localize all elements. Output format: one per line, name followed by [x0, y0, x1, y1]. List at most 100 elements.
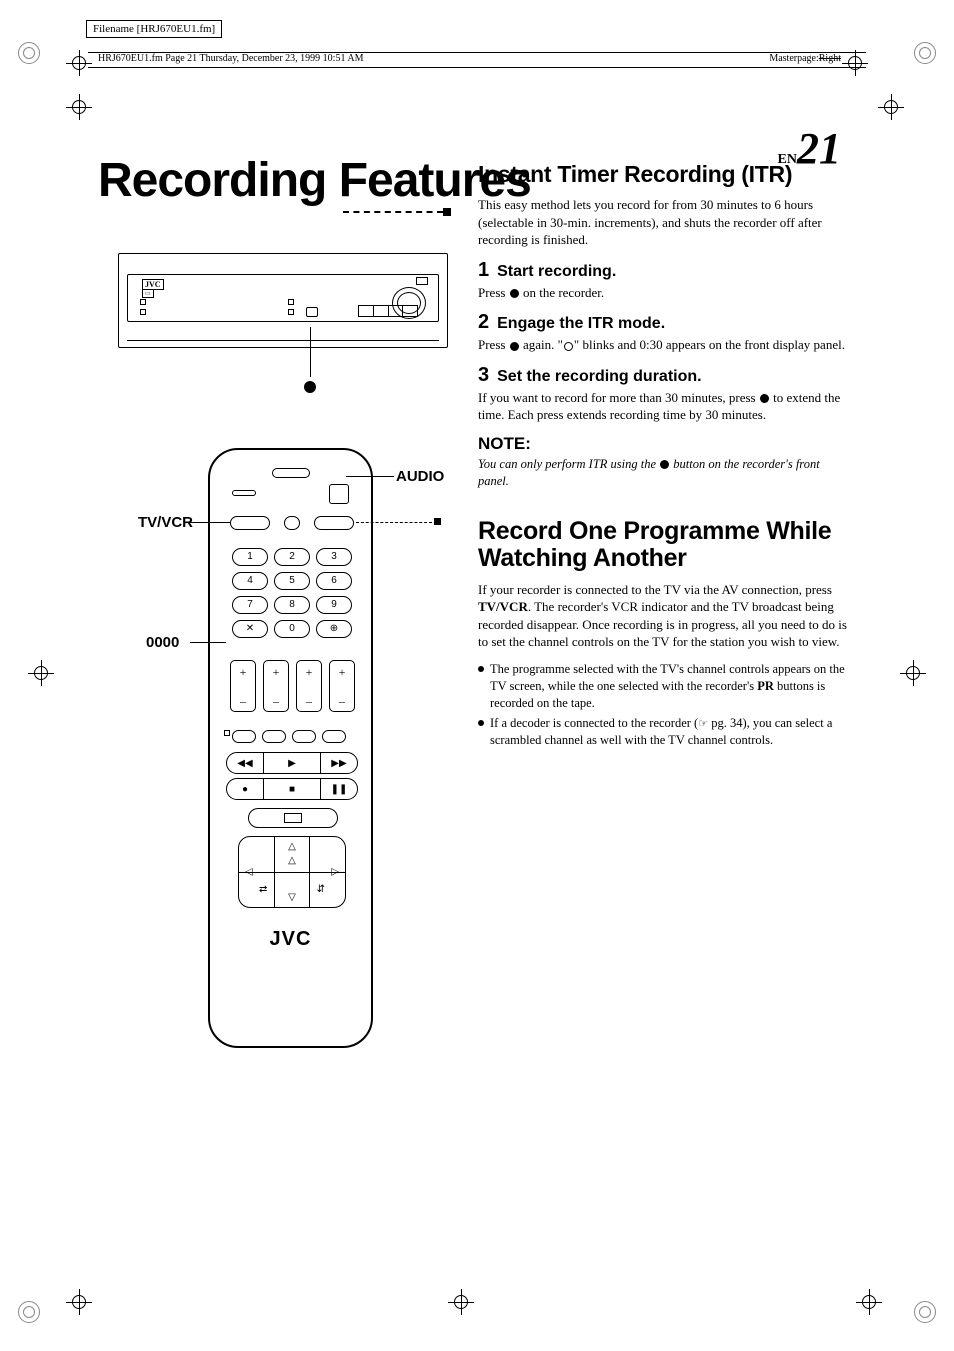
remote-dpad: △ △ ▽ ◁ ▷ ⇄ ⇵	[238, 836, 346, 908]
title-leader-line	[343, 211, 443, 213]
blink-circle-icon	[564, 342, 573, 351]
vcr-button-group	[358, 305, 418, 317]
crop-corner	[914, 1301, 936, 1323]
main-title: Recording Features	[98, 153, 531, 208]
itr-heading: Instant Timer Recording (ITR)	[478, 161, 853, 188]
vcr-diagram: JVC ▭	[118, 253, 448, 348]
numpad-5: 5	[274, 572, 310, 590]
dpad-icon: ⇵	[317, 884, 325, 895]
ffwd-button: ▶▶	[320, 752, 358, 774]
record-dot-icon	[760, 394, 769, 403]
registration-mark	[448, 1289, 474, 1315]
note-body: You can only perform ITR using the butto…	[478, 456, 853, 490]
vcr-port	[306, 307, 318, 317]
record-dot-icon	[510, 289, 519, 298]
remote-outline: 1 2 3 4 5 6 7 8 9 ✕	[208, 448, 373, 1048]
bullet-item: If a decoder is connected to the recorde…	[478, 715, 853, 749]
record-one-heading: Record One Programme While Watching Anot…	[478, 518, 853, 573]
tvvcr-callout: TV/VCR	[138, 514, 193, 531]
color-button	[322, 730, 346, 743]
record-button-callout-icon	[304, 381, 316, 393]
vcr-model-badge: ▭	[142, 289, 154, 298]
vcr-indicator	[288, 299, 294, 305]
remote-indicator-panel	[329, 484, 349, 504]
numpad-7: 7	[232, 596, 268, 614]
header-right: Masterpage:Right	[769, 53, 841, 64]
registration-mark	[28, 660, 54, 686]
color-button	[292, 730, 316, 743]
remote-color-row	[232, 730, 346, 743]
note-heading: NOTE:	[478, 434, 853, 454]
remote-rocker-row: +– +– +– +–	[230, 660, 355, 712]
crop-corner	[18, 42, 40, 64]
oooo-callout: 0000	[146, 634, 179, 651]
page-ref-icon: ☞	[698, 717, 708, 732]
remote-audio-button	[314, 516, 354, 530]
remote-tvvcr-button	[230, 516, 270, 530]
numpad-enter: ⊕	[316, 620, 352, 638]
crop-corner	[914, 42, 936, 64]
stop-button: ■	[264, 778, 320, 800]
numpad-0: 0	[274, 620, 310, 638]
dpad-up-icon: △	[288, 841, 296, 852]
remote-ir-window	[232, 490, 256, 496]
dpad-left-icon: ◁	[245, 867, 253, 878]
numpad-6: 6	[316, 572, 352, 590]
vcr-indicator	[140, 309, 146, 315]
left-column: JVC ▭ AUDIO TV/VCR 0000	[98, 253, 458, 1048]
numpad-3: 3	[316, 548, 352, 566]
numpad-9: 9	[316, 596, 352, 614]
dpad-icon: ⇄	[259, 884, 267, 895]
remote-brand-label: JVC	[210, 928, 371, 951]
header-rule	[88, 67, 866, 68]
vcr-callout-line	[310, 327, 311, 377]
step2-body: Press again. "" blinks and 0:30 appears …	[478, 336, 853, 354]
record-one-bullets: The programme selected with the TV's cha…	[478, 661, 853, 749]
step3-heading: 3Set the recording duration.	[478, 364, 853, 387]
right-column: Instant Timer Recording (ITR) This easy …	[478, 161, 853, 753]
bullet-item: The programme selected with the TV's cha…	[478, 661, 853, 712]
dpad-down-icon: ▽	[288, 892, 296, 903]
numpad-cancel: ✕	[232, 620, 268, 638]
record-dot-icon	[660, 460, 669, 469]
rocker-button: +–	[329, 660, 355, 712]
dpad-right-icon: ▷	[331, 867, 339, 878]
rewind-button: ◀◀	[226, 752, 264, 774]
registration-mark	[66, 1289, 92, 1315]
audio-callout: AUDIO	[396, 468, 444, 485]
rocker-button: +–	[296, 660, 322, 712]
vcr-indicator	[288, 309, 294, 315]
numpad-1: 1	[232, 548, 268, 566]
dpad-up2-icon: △	[288, 855, 296, 866]
remote-small-button	[284, 516, 300, 530]
filename-label: Filename [HRJ670EU1.fm]	[86, 20, 222, 38]
vcr-slot	[416, 277, 428, 285]
step3-body: If you want to record for more than 30 m…	[478, 389, 853, 424]
remote-marker	[224, 730, 230, 736]
color-button	[262, 730, 286, 743]
record-button: ●	[226, 778, 264, 800]
remote-notch	[272, 468, 310, 478]
vcr-indicator	[140, 299, 146, 305]
dashed-end-dot	[434, 518, 441, 525]
step1-body: Press on the recorder.	[478, 284, 853, 302]
header-left: HRJ670EU1.fm Page 21 Thursday, December …	[98, 53, 364, 64]
crop-corner	[18, 1301, 40, 1323]
numpad-8: 8	[274, 596, 310, 614]
remote-numpad: 1 2 3 4 5 6 7 8 9 ✕	[232, 548, 352, 644]
record-one-body: If your recorder is connected to the TV …	[478, 581, 853, 651]
color-button	[232, 730, 256, 743]
remote-diagram-wrap: AUDIO TV/VCR 0000 1 2 3	[128, 448, 458, 1048]
play-button: ▶	[264, 752, 320, 774]
step1-heading: 1Start recording.	[478, 259, 853, 282]
registration-mark	[900, 660, 926, 686]
step2-heading: 2Engage the ITR mode.	[478, 311, 853, 334]
rocker-button: +–	[263, 660, 289, 712]
numpad-4: 4	[232, 572, 268, 590]
numpad-2: 2	[274, 548, 310, 566]
pause-button: ❚❚	[320, 778, 358, 800]
page-frame: HRJ670EU1.fm Page 21 Thursday, December …	[88, 52, 866, 1282]
remote-transport: ◀◀ ▶ ▶▶ ● ■ ❚❚	[226, 752, 359, 804]
remote-menu-button	[248, 808, 338, 828]
registration-mark	[878, 94, 904, 120]
